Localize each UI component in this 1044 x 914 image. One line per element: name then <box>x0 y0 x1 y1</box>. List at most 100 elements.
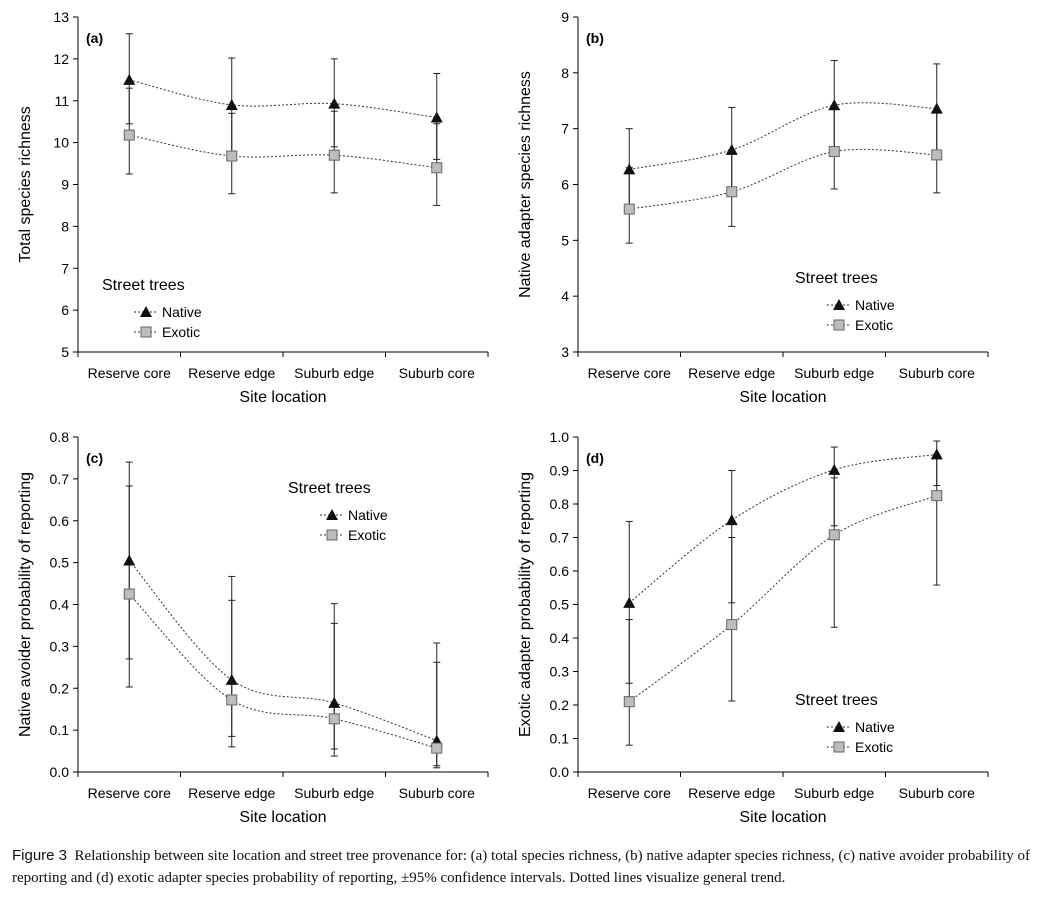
data-point-exotic <box>931 490 943 502</box>
x-tick-label: Reserve core <box>588 365 671 381</box>
y-tick-label: 6 <box>561 177 569 193</box>
legend: Street trees Native Exotic <box>795 692 895 755</box>
x-tick-label: Suburb edge <box>294 365 374 381</box>
x-tick-label: Suburb edge <box>794 365 874 381</box>
legend-title: Street trees <box>102 277 185 294</box>
caption-label: Figure 3 <box>12 847 68 864</box>
data-point-native <box>123 554 136 566</box>
y-tick-label: 6 <box>61 302 69 318</box>
y-tick-label: 0.3 <box>50 638 70 654</box>
data-point-exotic <box>123 588 135 600</box>
data-point-exotic <box>328 149 340 161</box>
y-tick-label: 0.4 <box>50 597 70 613</box>
y-tick-label: 4 <box>561 288 569 304</box>
legend-label: Exotic <box>162 324 200 340</box>
data-point-exotic <box>328 713 340 725</box>
data-point-exotic <box>431 742 443 754</box>
panel-label: (b) <box>586 30 604 46</box>
y-tick-label: 8 <box>61 218 69 234</box>
data-point-native <box>725 514 738 526</box>
data-point-native <box>930 448 943 460</box>
trend-line-exotic <box>628 495 937 702</box>
trend-line-native <box>628 453 937 604</box>
data-point-exotic <box>931 149 943 161</box>
legend: Street trees Native Exotic <box>288 480 388 543</box>
y-tick-label: 10 <box>53 135 69 151</box>
y-tick-label: 8 <box>561 65 569 81</box>
y-tick-label: 0.8 <box>50 429 70 445</box>
y-tick-label: 13 <box>53 9 69 25</box>
x-tick-label: Suburb core <box>899 365 975 381</box>
legend-marker-exotic <box>326 529 338 541</box>
data-point-native <box>828 463 841 475</box>
y-tick-label: 12 <box>53 51 69 67</box>
y-tick-label: 0.8 <box>550 496 570 512</box>
legend-marker-exotic <box>140 326 152 338</box>
y-tick-label: 0.3 <box>550 664 570 680</box>
x-tick-label: Suburb edge <box>294 785 374 801</box>
y-tick-label: 0.5 <box>50 555 70 571</box>
y-tick-label: 0.0 <box>550 764 570 780</box>
y-tick-label: 0.7 <box>50 471 70 487</box>
y-tick-label: 0.7 <box>550 530 570 546</box>
data-point-native <box>623 596 636 608</box>
figure-panels: 5 6 7 8 9 10 11 12 13 Reserve core Reserve edge Sub… <box>17 9 989 826</box>
data-point-exotic <box>226 694 238 706</box>
legend-marker-native <box>833 721 845 732</box>
y-tick-label: 9 <box>561 9 569 25</box>
x-axis-title: Site location <box>739 389 826 406</box>
x-tick-label: Suburb core <box>399 785 475 801</box>
data-point-native <box>828 99 841 111</box>
legend-label: Native <box>348 507 388 523</box>
y-axis-title: Total species richness <box>17 106 34 263</box>
data-point-native <box>123 73 136 85</box>
y-axis-title: Exotic adapter probability of reporting <box>517 472 534 737</box>
y-axis-title: Native adapter species richness <box>517 71 534 298</box>
y-tick-label: 0.2 <box>550 697 570 713</box>
panel-label: (c) <box>86 450 103 466</box>
data-point-exotic <box>828 146 840 158</box>
y-tick-label: 0.5 <box>550 597 570 613</box>
legend-label: Native <box>855 297 895 313</box>
data-point-native <box>328 696 341 708</box>
figure-caption: Figure 3 Relationship between site locat… <box>12 845 1032 889</box>
trend-line-exotic <box>128 593 437 749</box>
y-tick-label: 1.0 <box>550 429 570 445</box>
trend-line-native <box>128 560 437 742</box>
legend: Street trees Native Exotic <box>102 277 202 340</box>
data-point-native <box>328 97 341 109</box>
legend-marker-exotic <box>833 741 845 753</box>
legend-marker-exotic <box>833 319 845 331</box>
data-point-native <box>623 163 636 175</box>
data-point-native <box>225 98 238 110</box>
x-tick-label: Reserve edge <box>688 365 775 381</box>
x-tick-label: Suburb core <box>899 785 975 801</box>
y-tick-label: 0.1 <box>50 722 70 738</box>
legend-title: Street trees <box>795 692 878 709</box>
x-tick-label: Suburb edge <box>794 785 874 801</box>
y-axis-title: Native avoider probability of reporting <box>17 472 34 737</box>
data-point-exotic <box>431 162 443 174</box>
trend-line-native <box>129 79 437 118</box>
y-tick-label: 3 <box>561 344 569 360</box>
y-tick-label: 5 <box>61 344 69 360</box>
data-point-exotic <box>726 186 738 198</box>
legend-label: Exotic <box>348 527 386 543</box>
y-tick-label: 0.6 <box>550 563 570 579</box>
legend-label: Exotic <box>855 317 893 333</box>
x-tick-label: Reserve core <box>88 785 171 801</box>
x-tick-label: Reserve edge <box>188 785 275 801</box>
y-tick-label: 0.2 <box>50 680 70 696</box>
data-point-exotic <box>828 529 840 541</box>
data-point-exotic <box>726 619 738 631</box>
legend-label: Native <box>162 304 202 320</box>
chart-panel-b: 3 4 5 6 7 8 9 Reserve core Reserve edge Suburb ed… <box>517 9 989 406</box>
legend-label: Exotic <box>855 739 893 755</box>
y-tick-label: 7 <box>561 121 569 137</box>
legend-title: Street trees <box>795 270 878 287</box>
x-tick-label: Reserve core <box>588 785 671 801</box>
x-axis-title: Site location <box>239 809 326 826</box>
data-point-exotic <box>226 150 238 162</box>
panel-label: (a) <box>86 30 103 46</box>
legend-marker-native <box>140 306 152 317</box>
